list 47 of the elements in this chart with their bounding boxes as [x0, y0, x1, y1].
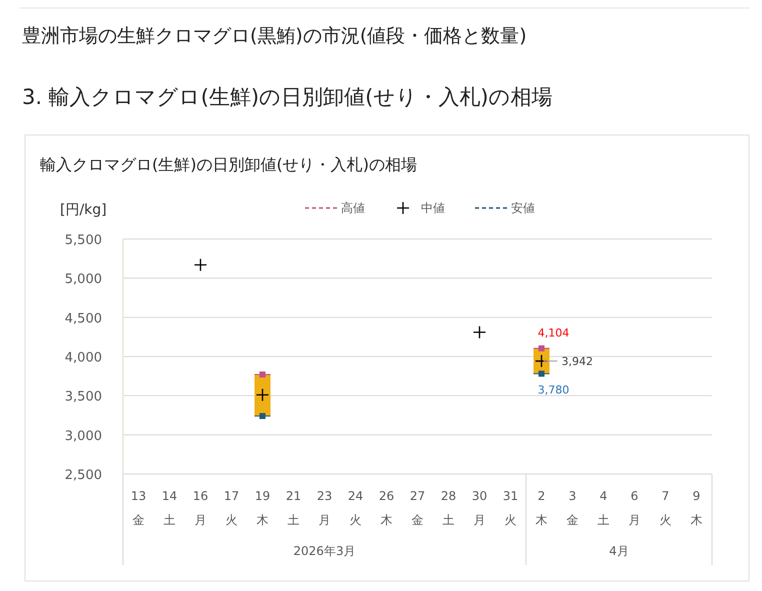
point: [260, 413, 266, 420]
point: [194, 258, 208, 272]
y-axis-title: [円/kg]: [60, 202, 107, 218]
x-tick-label: 23 月: [316, 489, 332, 527]
x-tick-label: 7 火: [660, 489, 672, 527]
text: 2026年3月: [293, 544, 356, 558]
data-label: 3,942: [562, 355, 593, 368]
chart-title: 輸入クロマグロ(生鮮)の日別卸値(せり・入札)の相場: [40, 155, 417, 174]
y-tick-label: 5,000: [64, 272, 102, 288]
point: [260, 372, 266, 378]
y-tick-label: 3,500: [64, 390, 102, 405]
point: [538, 370, 544, 377]
x-tick-label: 19 木: [254, 489, 270, 527]
legend-label: 安値: [511, 201, 535, 215]
legend-label: 高値: [341, 201, 365, 215]
x-tick-label: 27 金: [410, 489, 426, 527]
text: 豊洲市場の生鮮クロマグロ(黒鮪)の市況(値段・価格と数量): [22, 25, 527, 47]
x-tick-label: 2 木: [536, 489, 548, 527]
x-tick-label: 24 火: [348, 489, 364, 527]
x-tick-label: 16 月: [192, 489, 208, 527]
x-tick-label: 9 木: [690, 489, 702, 527]
x-tick-label: 3 金: [566, 489, 578, 527]
data-label: 3,780: [538, 384, 570, 397]
legend-安値: 安値: [475, 201, 535, 215]
y-tick-label: 2,500: [64, 468, 102, 483]
x-tick-label: 28 土: [440, 489, 456, 527]
legend-高値: 高値: [305, 201, 365, 215]
x-tick-label: 6 月: [628, 489, 640, 527]
point: [538, 345, 544, 352]
y-tick-label: 4,000: [64, 350, 102, 366]
text: 4月: [609, 544, 629, 558]
x-tick-label: 31 火: [502, 489, 518, 527]
x-tick-label: 13 金: [130, 489, 146, 527]
x-tick-label: 30 月: [472, 489, 488, 527]
legend-label: 中値: [421, 201, 445, 215]
data-label: 4,104: [538, 326, 570, 340]
legend-中値: 中値: [396, 201, 445, 215]
x-tick-label: 17 火: [224, 489, 240, 527]
x-tick-label: 21 土: [286, 489, 302, 527]
y-tick-label: 3,000: [64, 428, 102, 444]
x-tick-label: 26 木: [378, 489, 394, 527]
point: [472, 326, 486, 339]
y-tick-label: 4,500: [64, 311, 102, 326]
x-tick-label: 14 土: [162, 489, 178, 527]
y-tick-label: 5,500: [64, 233, 102, 248]
x-tick-label: 4 土: [598, 489, 610, 527]
text: 3. 輸入クロマグロ(生鮮)の日別卸値(せり・入札)の相場: [22, 85, 552, 109]
